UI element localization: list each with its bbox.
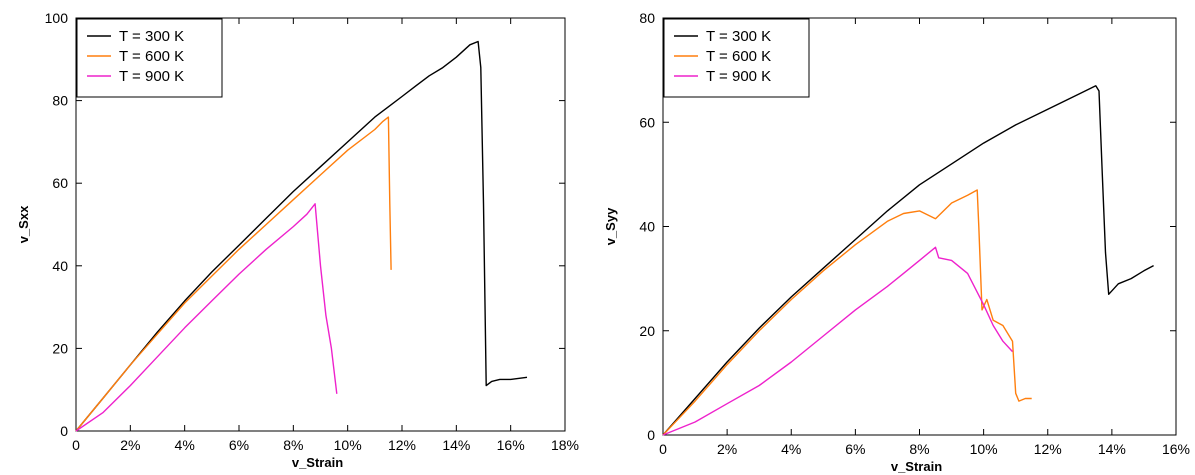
legend-label-1: T = 300 K [706,28,771,45]
y-tick-label: 20 [639,323,655,339]
y-tick-label: 80 [52,93,68,109]
chart-2: 0 2% 4% 6% 8% 10% 12% 14% 16% 0 20 40 60 80 v_Strain v_… [603,10,1190,474]
x-tick-label: 0 [72,437,80,453]
x-tick-label: 8% [283,437,303,453]
y-axis-label: v_Sxx [16,205,31,243]
x-tick-label: 18% [551,437,579,453]
legend-label-3: T = 900 K [119,68,184,85]
x-tick-label: 10% [970,441,998,457]
legend-label-1: T = 300 K [119,28,184,45]
x-tick-label: 14% [1098,441,1126,457]
x-tick-label: 4% [175,437,195,453]
x-tick-label: 16% [1162,441,1190,457]
x-tick-label: 0 [659,441,667,457]
y-tick-label: 0 [647,427,655,443]
x-tick-label: 8% [909,441,929,457]
legend: T = 300 K T = 600 K T = 900 K [663,18,810,98]
chart-1: 0 2% 4% 6% 8% 10% 12% 14% 16% 18% 0 20 40 60 80 100 v_St… [16,10,579,470]
series-line-2 [662,189,1032,436]
legend-label-2: T = 600 K [119,48,184,65]
y-tick-label: 20 [52,340,68,356]
x-tick-label: 6% [845,441,865,457]
series-line-2 [75,116,392,432]
y-axis-label: v_Syy [603,207,618,245]
series-line-3 [662,246,1014,436]
legend-box [663,18,810,98]
x-tick-label: 2% [717,441,737,457]
x-tick-label: 12% [1034,441,1062,457]
plot-frame [75,17,566,432]
y-tick-label: 40 [52,258,68,274]
y-tick-label: 60 [639,114,655,130]
x-tick-label: 12% [388,437,416,453]
x-tick-label: 16% [497,437,525,453]
y-tick-label: 40 [639,219,655,235]
x-axis-label: v_Strain [292,455,343,470]
series-line-1 [75,40,528,432]
legend-label-2: T = 600 K [706,48,771,65]
series-line-3 [75,203,338,432]
y-tick-label: 0 [60,423,68,439]
series-line-1 [662,85,1154,436]
x-tick-label: 10% [334,437,362,453]
y-tick-label: 60 [52,175,68,191]
x-axis-label: v_Strain [891,459,942,474]
legend-box [76,18,223,98]
x-tick-label: 2% [120,437,140,453]
y-tick-label: 80 [639,10,655,26]
x-tick-label: 14% [442,437,470,453]
x-tick-label: 4% [781,441,801,457]
x-tick-label: 6% [229,437,249,453]
legend: T = 300 K T = 600 K T = 900 K [76,18,223,98]
legend-label-3: T = 900 K [706,68,771,85]
y-tick-label: 100 [45,10,69,26]
